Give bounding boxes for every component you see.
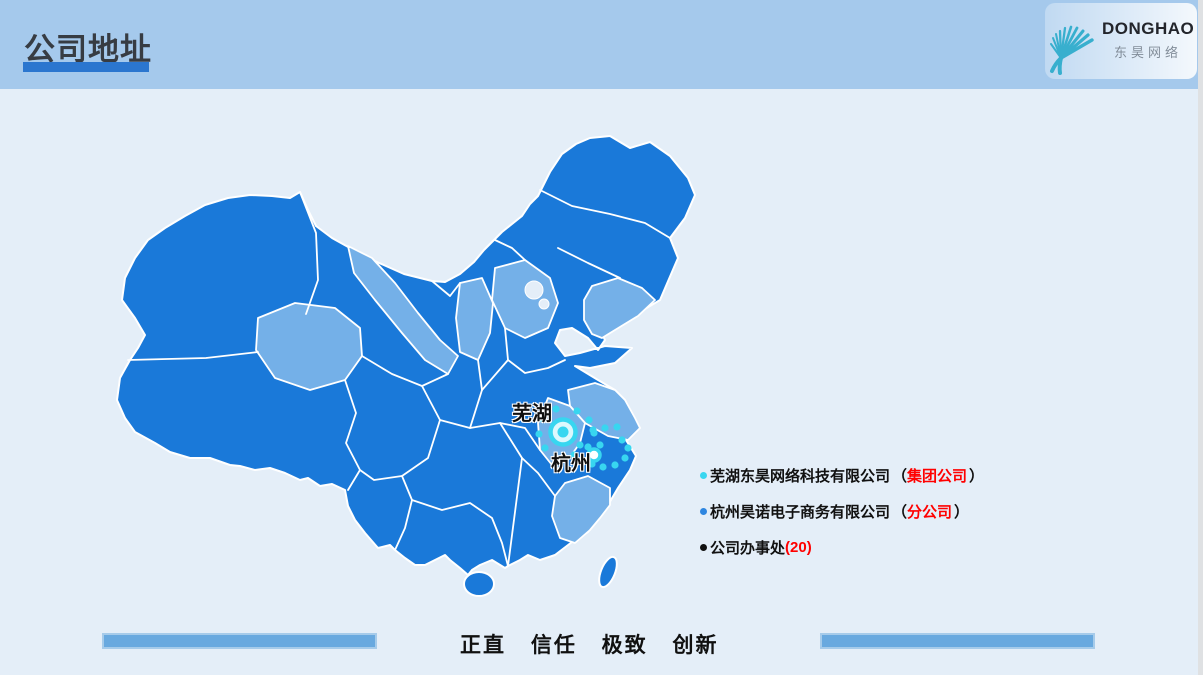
blue-bullet-icon: [700, 507, 707, 515]
office-dot: [585, 416, 593, 424]
china-map-svg: [116, 135, 696, 597]
office-dot: [621, 454, 629, 462]
paren-open: （: [892, 503, 908, 521]
office-dot: [624, 444, 632, 452]
legend-item-branch-company: 杭州昊诺电子商务有限公司 （ 分公司 ）: [700, 500, 984, 522]
office-dot: [589, 426, 597, 434]
office-dot: [601, 424, 609, 432]
province-borders: [411, 499, 509, 567]
china-mainland-shape: [116, 135, 696, 576]
province-borders: [557, 247, 621, 279]
page-title: 公司地址: [24, 32, 152, 67]
province-borders: [494, 239, 526, 261]
province-liaoning: [583, 277, 656, 339]
map-markers-layer: [535, 405, 632, 471]
taiwan-island: [598, 555, 618, 589]
office-dot: [611, 461, 619, 469]
paren-close: ）: [969, 467, 985, 485]
province-borders: [361, 355, 449, 387]
province-shanxi: [455, 277, 494, 361]
province-borders: [344, 379, 361, 491]
office-dot: [552, 405, 560, 413]
province-hebei: [491, 259, 559, 339]
province-borders: [431, 280, 461, 297]
header-band: 公司地址 DONGHA: [0, 0, 1203, 89]
city-label-hangzhou: 杭州: [551, 453, 591, 475]
china-map: 芜湖 杭州: [110, 128, 710, 608]
province-borders: [127, 351, 259, 361]
legend-item-group-company: 芜湖东昊网络科技有限公司 （ 集团公司 ）: [700, 464, 984, 486]
province-borders: [299, 191, 319, 315]
office-dot: [573, 407, 581, 415]
legend-company-name: 芜湖东昊网络科技有限公司: [710, 467, 891, 485]
cyan-bullet-icon: [700, 471, 707, 479]
logo-subtitle: 东昊网络: [1113, 45, 1182, 60]
beijing-patch: [524, 280, 544, 300]
title-underline: [23, 62, 149, 72]
legend: 芜湖东昊网络科技有限公司 （ 集团公司 ） 杭州昊诺电子商务有限公司 （ 分公司…: [700, 464, 984, 572]
province-gansu: [347, 245, 459, 375]
province-borders: [394, 475, 413, 551]
footer-motto: 正直 信任 极致 创新: [460, 634, 719, 657]
province-borders: [539, 189, 671, 239]
legend-highlight: (20): [785, 538, 812, 556]
black-bullet-icon: [700, 543, 707, 551]
feather-fan-icon: [1050, 25, 1094, 75]
office-dot: [570, 451, 578, 459]
footer-bar-left: [102, 633, 377, 649]
province-borders: [499, 422, 523, 567]
office-dot: [576, 441, 584, 449]
logo-name: DONGHAO: [1102, 19, 1195, 38]
province-borders: [504, 327, 566, 374]
paren-open: （: [892, 467, 908, 485]
logo-text: DONGHAO 东昊网络: [1102, 19, 1194, 61]
office-dot: [535, 430, 543, 438]
office-dot: [596, 441, 604, 449]
province-qinghai: [255, 302, 363, 391]
province-borders: [359, 385, 441, 481]
hainan-island: [463, 571, 495, 597]
legend-highlight: 集团公司: [907, 467, 968, 485]
legend-item-offices: 公司办事处 (20): [700, 536, 984, 558]
office-dot: [539, 415, 547, 423]
branch-marker: [586, 447, 602, 463]
legend-company-name: 公司办事处: [710, 539, 786, 557]
legend-highlight: 分公司: [907, 503, 953, 521]
office-dot: [541, 444, 549, 452]
hq-marker-center: [557, 426, 569, 438]
province-borders: [481, 359, 509, 391]
province-fujian: [551, 475, 611, 544]
company-logo-box: DONGHAO 东昊网络: [1045, 3, 1197, 79]
office-dot: [618, 436, 626, 444]
legend-company-name: 杭州昊诺电子商务有限公司: [710, 503, 891, 521]
office-dot: [599, 463, 607, 471]
office-dot: [613, 423, 621, 431]
footer-bar-right: [820, 633, 1095, 649]
paren-close: ）: [954, 503, 970, 521]
city-label-wuhu: 芜湖: [512, 403, 552, 425]
tianjin-patch: [538, 298, 550, 310]
window-right-edge: [1198, 0, 1203, 675]
province-borders: [521, 457, 556, 497]
